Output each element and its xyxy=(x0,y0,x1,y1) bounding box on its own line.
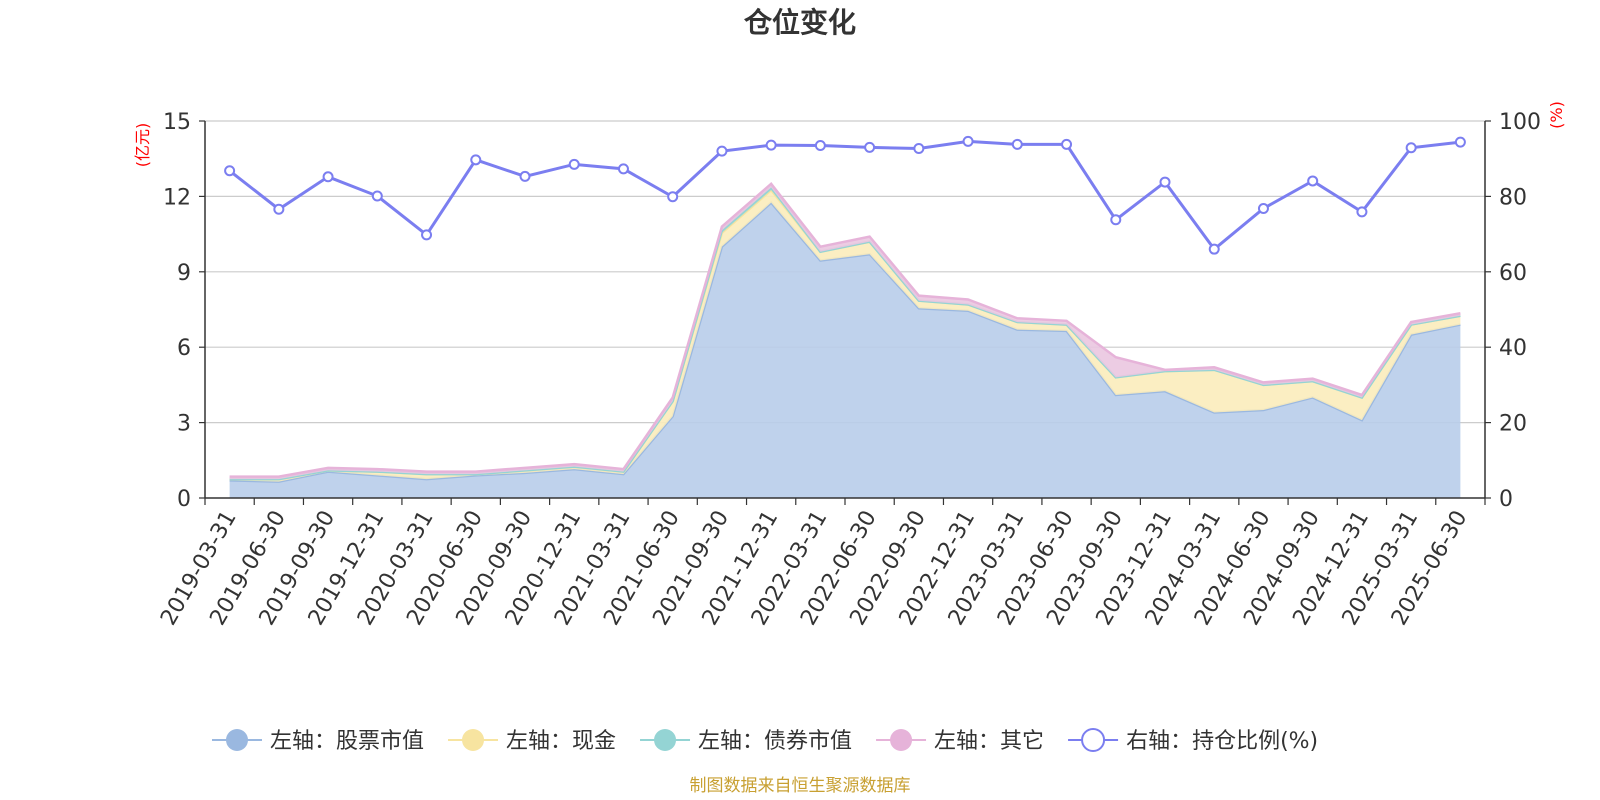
right-axis-tick-label: 40 xyxy=(1499,336,1527,361)
ratio-point xyxy=(568,158,580,170)
ratio-point xyxy=(716,145,728,157)
legend-item-5[interactable]: 右轴：持仓比例(%) xyxy=(1068,728,1318,754)
legend-swatch-marker xyxy=(654,729,677,751)
right-axis-unit: (%) xyxy=(1547,101,1566,129)
ratio-point xyxy=(1159,176,1171,188)
right-axis-tick-label: 0 xyxy=(1499,487,1513,512)
legend-swatch-marker xyxy=(890,729,913,751)
left-axis-unit: (亿元) xyxy=(133,123,152,168)
legend-item-4[interactable]: 左轴：其它 xyxy=(876,729,1044,754)
right-axis-tick-label: 20 xyxy=(1499,412,1527,437)
ratio-point xyxy=(962,135,974,147)
legend-swatch-marker xyxy=(1081,728,1106,752)
chart-title: 仓位变化 xyxy=(744,6,856,39)
ratio-point xyxy=(1110,214,1122,226)
line-layer xyxy=(224,135,1466,255)
ratio-point xyxy=(1405,142,1417,154)
ratio-point xyxy=(1011,138,1023,150)
ratio-point xyxy=(273,203,285,215)
ratio-point xyxy=(864,141,876,153)
ratio-point xyxy=(1061,138,1073,150)
left-axis-tick-label: 12 xyxy=(163,185,191,210)
ratio-point xyxy=(765,139,777,151)
legend-label: 左轴：其它 xyxy=(934,729,1044,754)
left-axis-tick-label: 15 xyxy=(163,110,191,135)
area-line-series-4 xyxy=(229,182,1461,478)
ratio-point xyxy=(1356,206,1368,218)
area-band-series-1 xyxy=(229,202,1461,498)
legend-swatch-marker xyxy=(462,729,485,751)
ratio-point xyxy=(519,170,531,182)
source-note: 制图数据来自恒生聚源数据库 xyxy=(690,776,911,796)
left-axis-tick-label: 3 xyxy=(177,412,191,437)
area-layer xyxy=(229,182,1461,498)
area-band-series-2 xyxy=(229,190,1461,482)
ratio-line xyxy=(228,139,1461,252)
ratio-point xyxy=(1307,175,1319,187)
ratio-point xyxy=(667,191,679,203)
legend-label: 左轴：现金 xyxy=(506,729,616,754)
ratio-point xyxy=(421,229,433,241)
ratio-point xyxy=(1454,136,1466,148)
legend-label: 左轴：债券市值 xyxy=(698,729,852,754)
legend-item-3[interactable]: 左轴：债券市值 xyxy=(640,729,852,754)
ratio-point xyxy=(322,171,334,183)
right-axis-tick-label: 80 xyxy=(1499,185,1527,210)
ratio-point xyxy=(617,163,629,175)
right-axis-tick-label: 60 xyxy=(1499,261,1527,286)
legend-label: 左轴：股票市值 xyxy=(270,729,424,754)
left-axis-tick-label: 9 xyxy=(177,261,191,286)
legend-item-2[interactable]: 左轴：现金 xyxy=(448,729,616,754)
ratio-point xyxy=(1208,243,1220,255)
legend-label: 右轴：持仓比例(%) xyxy=(1126,729,1318,754)
ratio-point xyxy=(1257,202,1269,214)
left-axis-tick-label: 6 xyxy=(177,336,191,361)
ratio-point xyxy=(913,143,925,155)
legend[interactable]: 左轴：股票市值 左轴：现金 左轴：债券市值 左轴：其它 右轴：持仓比例(%) xyxy=(212,728,1318,754)
legend-item-1[interactable]: 左轴：股票市值 xyxy=(212,729,424,754)
left-axis-tick-label: 0 xyxy=(177,487,191,512)
ratio-point xyxy=(224,165,236,177)
ratio-point xyxy=(470,154,482,166)
right-axis-tick-label: 100 xyxy=(1499,110,1541,135)
ratio-point xyxy=(371,190,383,202)
ratio-point xyxy=(814,140,826,152)
legend-swatch-marker xyxy=(226,729,248,751)
